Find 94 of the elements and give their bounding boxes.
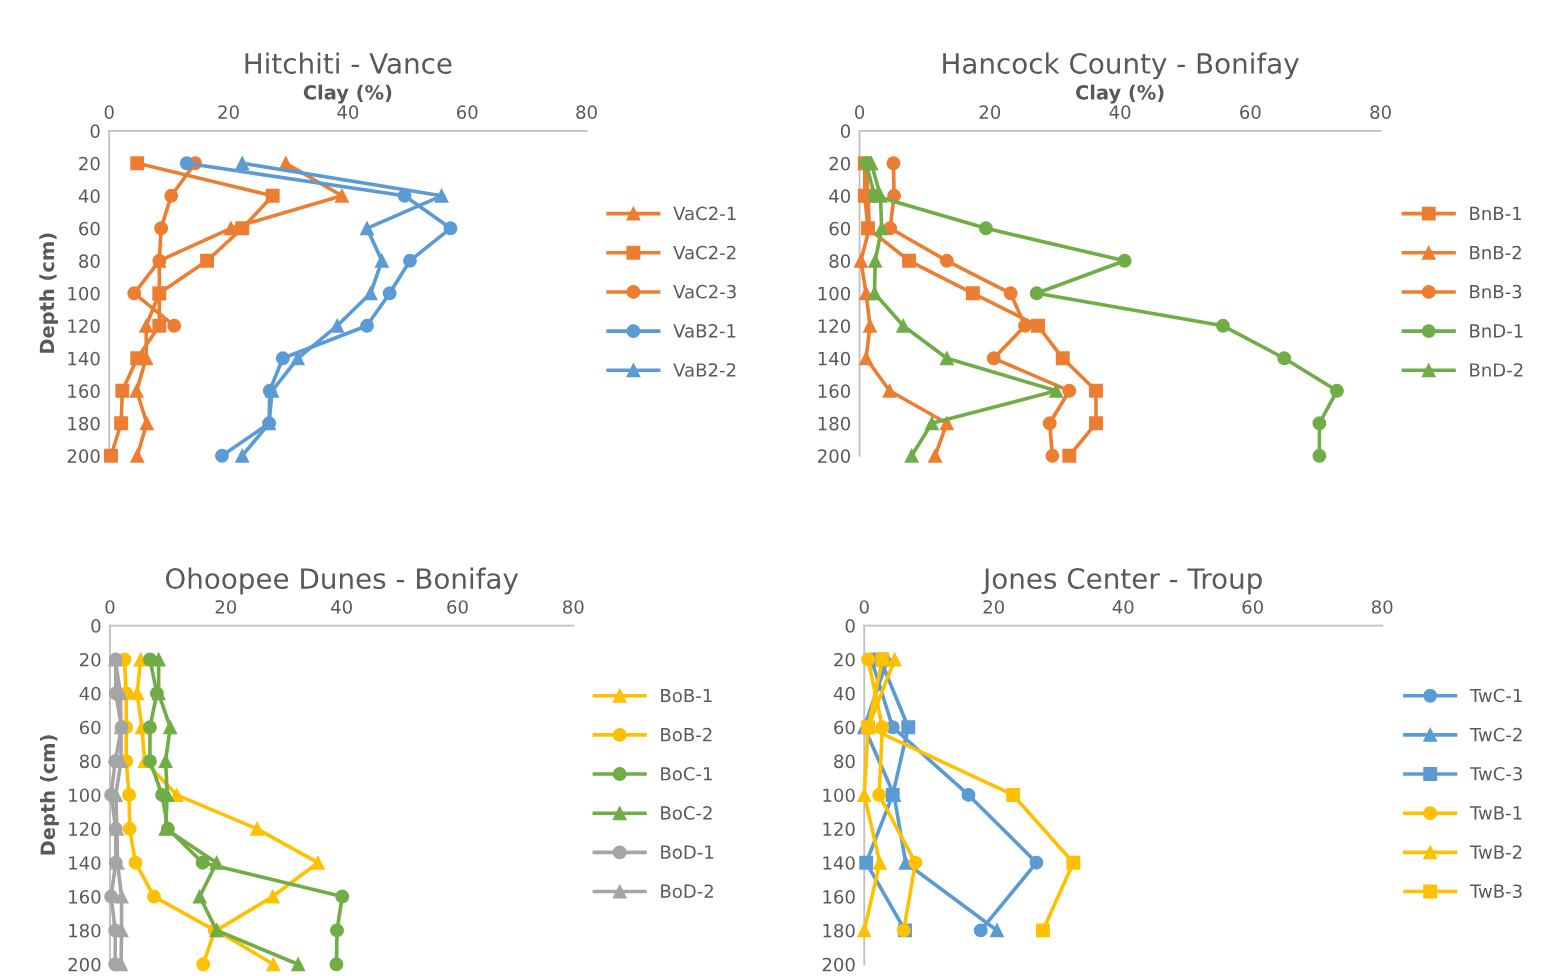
legend-label: BnB-1 <box>1470 206 1522 220</box>
x-tick-label: 0 <box>855 105 865 119</box>
y-tick-label: 60 <box>834 720 855 735</box>
x-tick-label: 40 <box>1112 600 1134 614</box>
y-tick-label: 180 <box>823 923 855 938</box>
y-tick-label: 180 <box>69 923 101 938</box>
x-tick-label: 20 <box>218 105 239 119</box>
y-tick-label: 160 <box>69 890 101 904</box>
legend-label: TwB-1 <box>1469 806 1522 820</box>
y-tick-label: 40 <box>833 686 855 701</box>
x-tick-label: 40 <box>331 600 352 614</box>
x-tick-label: 80 <box>1371 600 1393 614</box>
legend-label: BnB-2 <box>1470 245 1521 260</box>
y-tick-label: 80 <box>79 754 101 769</box>
y-tick-label: 60 <box>79 221 100 236</box>
legend-label: TwB-2 <box>1469 845 1522 859</box>
x-tick-label: 0 <box>104 105 114 119</box>
x-tick-label: 60 <box>1242 600 1263 614</box>
y-tick-label: 160 <box>818 384 851 398</box>
y-tick-label: 180 <box>818 416 851 431</box>
y-tick-label: 120 <box>69 822 101 836</box>
y-tick-label: 40 <box>829 189 851 203</box>
legend-label: TwB-3 <box>1469 884 1522 899</box>
legend-label: VaC2-2 <box>673 245 736 260</box>
y-tick-label: 0 <box>840 124 851 138</box>
y-tick-label: 100 <box>69 788 101 803</box>
chart-title: Jones Center - Troup <box>981 568 1262 595</box>
y-tick-label: 100 <box>68 286 100 301</box>
chart-title: Ohoopee Dunes - Bonifay <box>165 567 519 595</box>
y-tick-label: 120 <box>68 319 100 333</box>
y-tick-label: 20 <box>79 156 100 171</box>
legend-label: BnD-1 <box>1470 324 1523 338</box>
y-tick-label: 200 <box>818 449 851 463</box>
x-tick-label: 40 <box>1109 105 1131 119</box>
x-tick-label: 20 <box>983 600 1005 614</box>
y-tick-label: 60 <box>829 221 851 236</box>
y-tick-label: 0 <box>91 619 101 633</box>
y-tick-label: 40 <box>78 189 100 203</box>
y-tick-label: 180 <box>68 416 100 431</box>
y-tick-label: 100 <box>823 788 855 803</box>
y-tick-label: 140 <box>823 856 855 870</box>
y-tick-label: 200 <box>68 957 101 972</box>
y-tick-label: 160 <box>68 384 100 398</box>
y-tick-label: 20 <box>834 652 855 667</box>
y-tick-label: 40 <box>79 686 101 701</box>
legend-label: BoC-1 <box>661 766 712 781</box>
y-tick-label: 120 <box>823 822 855 836</box>
y-tick-label: 0 <box>845 619 855 633</box>
legend-label: BoC-2 <box>661 806 712 820</box>
x-tick-label: 80 <box>563 600 584 614</box>
legend-label: TwC-2 <box>1469 727 1522 742</box>
x-axis-title: Clay (%) <box>1075 84 1164 104</box>
x-tick-label: 20 <box>215 600 237 614</box>
y-tick-label: 20 <box>829 156 851 171</box>
x-tick-label: 80 <box>1370 105 1391 119</box>
x-tick-label: 60 <box>1240 105 1261 119</box>
legend-label: TwC-1 <box>1469 688 1522 703</box>
y-tick-label: 140 <box>69 856 101 870</box>
x-tick-label: 80 <box>576 105 597 119</box>
y-tick-label: 80 <box>834 754 855 769</box>
legend-label: BoB-2 <box>661 727 712 742</box>
y-tick-label: 140 <box>68 351 100 366</box>
legend-label: BoD-2 <box>661 884 713 899</box>
y-tick-label: 80 <box>829 254 851 268</box>
legend-label: BnB-3 <box>1470 284 1522 299</box>
x-tick-label: 0 <box>859 600 869 614</box>
legend-label: TwC-3 <box>1469 766 1522 781</box>
x-tick-label: 0 <box>105 600 115 614</box>
x-tick-label: 40 <box>337 105 359 119</box>
y-tick-label: 80 <box>79 254 100 268</box>
x-axis-title: Clay (%) <box>303 84 392 104</box>
x-tick-label: 60 <box>447 600 468 614</box>
y-axis-title: Depth (cm) <box>40 735 59 855</box>
y-tick-label: 140 <box>818 351 851 366</box>
y-tick-label: 200 <box>67 449 100 463</box>
y-tick-label: 200 <box>822 957 855 972</box>
chart-title: Hitchiti - Vance <box>245 52 452 74</box>
legend-label: VaC2-3 <box>673 284 736 299</box>
legend-label: BnD-2 <box>1470 363 1523 377</box>
y-tick-label: 100 <box>818 286 851 301</box>
x-tick-label: 20 <box>979 105 1001 119</box>
chart-title: Hancock County - Bonifay <box>943 52 1299 80</box>
legend-label: BoB-1 <box>661 688 712 703</box>
x-tick-label: 60 <box>456 105 478 119</box>
y-tick-label: 160 <box>823 890 855 904</box>
y-axis-title: Depth (cm) <box>39 233 59 353</box>
legend-label: VaC2-1 <box>673 206 736 221</box>
y-tick-label: 120 <box>818 319 851 333</box>
y-tick-label: 20 <box>79 652 101 667</box>
y-tick-label: 0 <box>90 124 100 138</box>
y-tick-label: 60 <box>79 720 101 735</box>
legend-label: BoD-1 <box>661 845 714 859</box>
legend-label: VaB2-1 <box>673 324 736 338</box>
legend-label: VaB2-2 <box>673 363 736 377</box>
